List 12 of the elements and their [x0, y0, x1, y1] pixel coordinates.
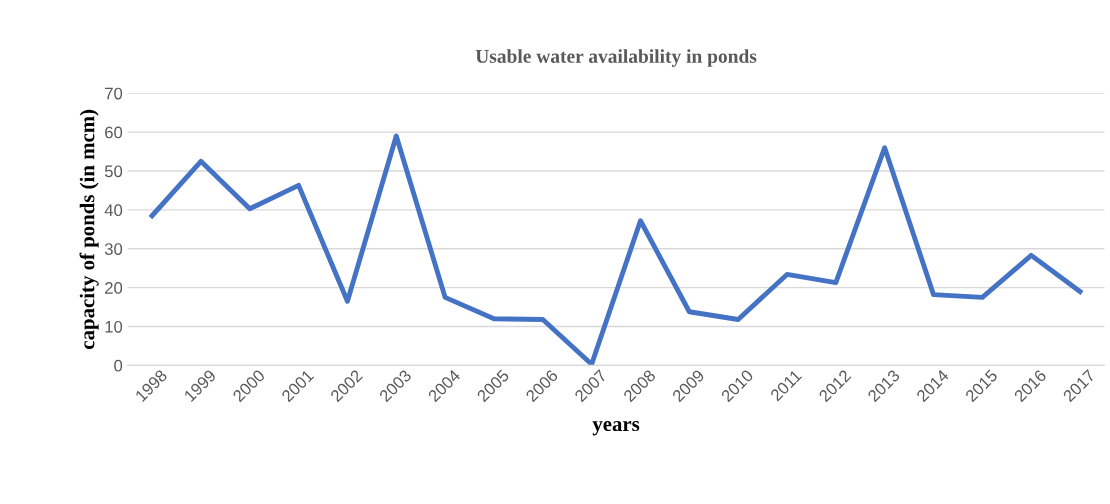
y-axis-title: capacity of ponds (in mcm): [79, 109, 99, 349]
y-tick-label: 60: [105, 126, 123, 139]
y-tick-label: 70: [105, 87, 123, 100]
y-tick-label: 20: [105, 282, 123, 294]
y-tick-label: 50: [104, 165, 123, 178]
y-tick-label: 0: [114, 359, 123, 372]
line-series: [149, 133, 1083, 366]
x-axis-title: years: [592, 421, 640, 436]
chart-title: Usable water availability in ponds: [475, 49, 757, 67]
y-tick-label: 30: [104, 243, 123, 255]
y-tick-label: 40: [104, 204, 123, 217]
y-tick-label: 10: [105, 320, 123, 333]
